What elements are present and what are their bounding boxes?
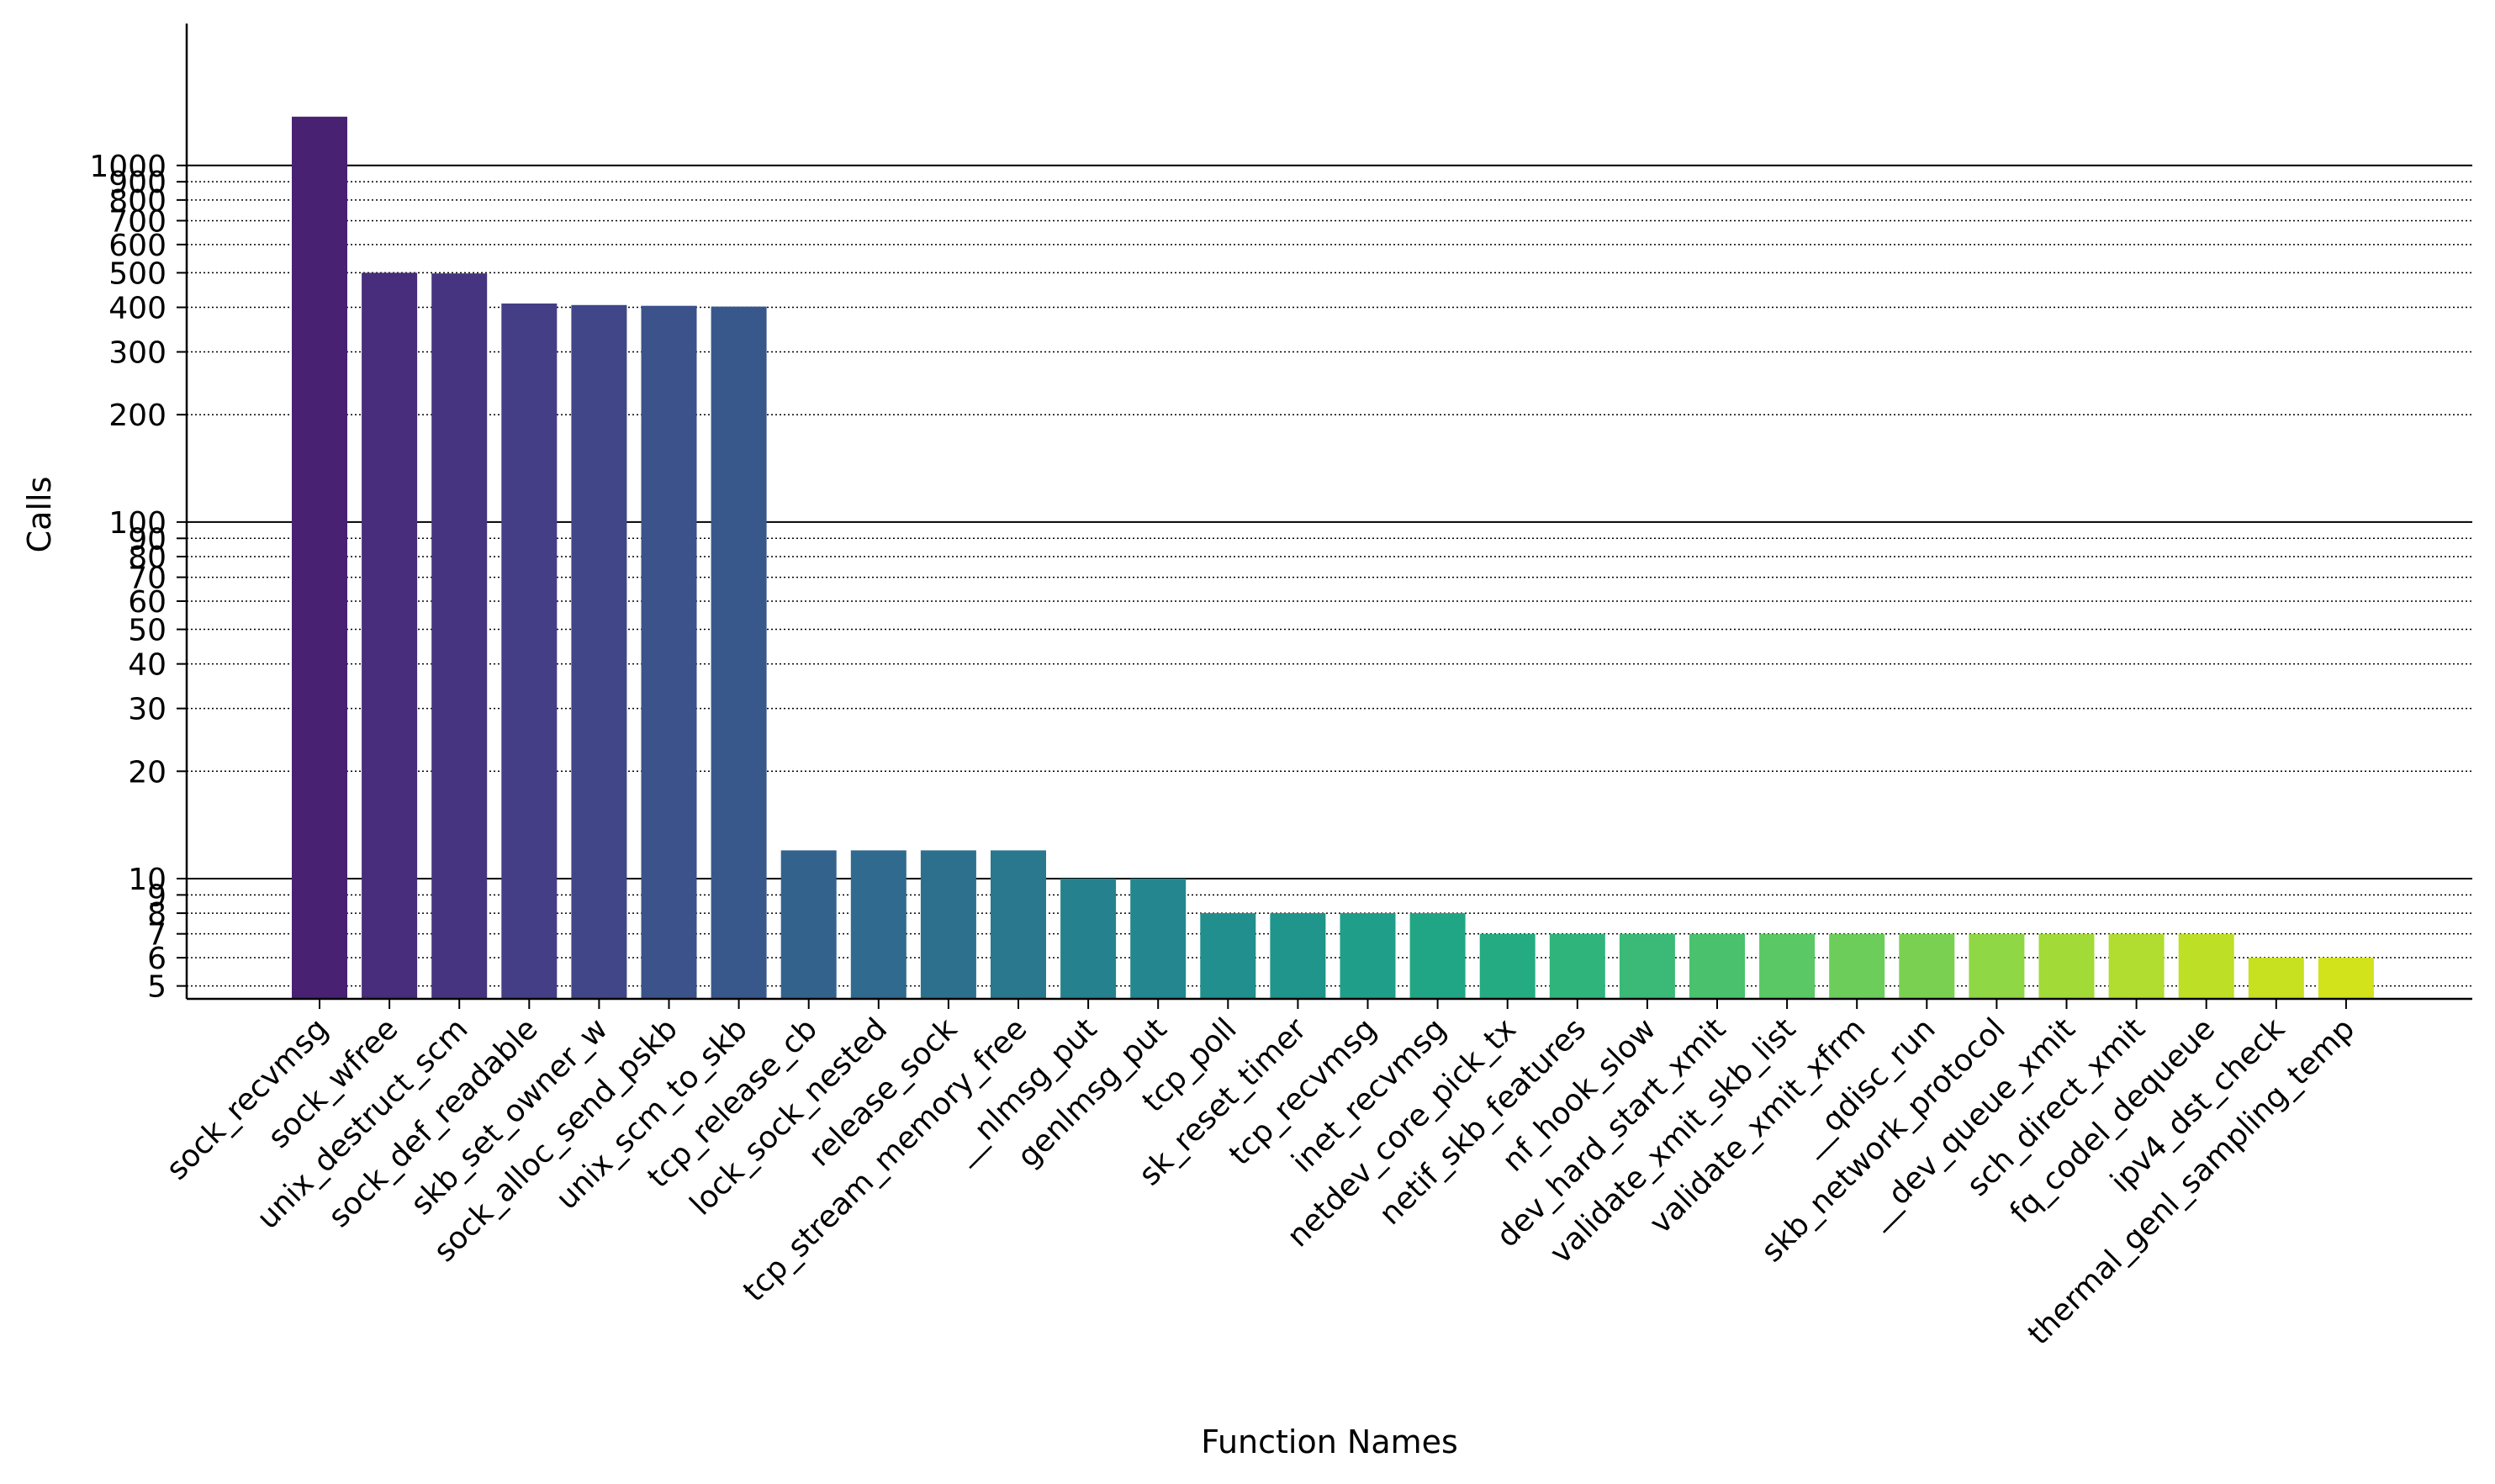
y-tick-label: 80 bbox=[128, 541, 167, 575]
bar bbox=[2248, 958, 2304, 999]
y-tick-label: 90 bbox=[128, 522, 167, 557]
y-axis-label: Calls bbox=[21, 477, 58, 553]
x-ticks: sock_recvmsgsock_wfreeunix_destruct_scms… bbox=[160, 999, 2361, 1352]
bar bbox=[571, 304, 627, 1000]
bar bbox=[641, 305, 697, 999]
y-tick-label: 10 bbox=[128, 863, 167, 897]
bar bbox=[780, 850, 837, 999]
y-tick-label: 70 bbox=[128, 562, 167, 596]
bar bbox=[1130, 878, 1187, 999]
bar bbox=[1409, 913, 1466, 999]
y-tick-label: 20 bbox=[128, 755, 167, 790]
bar bbox=[920, 850, 976, 999]
y-tick-label: 8 bbox=[147, 897, 167, 932]
bar bbox=[1899, 933, 1955, 999]
bar bbox=[362, 272, 418, 999]
bar bbox=[1689, 933, 1745, 999]
bar bbox=[850, 850, 907, 999]
bar bbox=[711, 306, 767, 999]
y-tick-label: 600 bbox=[108, 229, 167, 263]
grid-lines bbox=[187, 164, 2472, 987]
y-tick-label: 200 bbox=[108, 399, 167, 433]
bar bbox=[1479, 933, 1536, 999]
bar bbox=[1340, 913, 1396, 999]
bar bbox=[1270, 913, 1326, 999]
y-tick-label: 1000 bbox=[89, 150, 167, 184]
bar bbox=[1829, 933, 1885, 999]
y-tick-label: 900 bbox=[108, 166, 167, 200]
y-tick-label: 300 bbox=[108, 336, 167, 371]
bar bbox=[1060, 878, 1117, 999]
y-tick-label: 700 bbox=[108, 204, 167, 239]
y-tick-label: 6 bbox=[147, 942, 167, 976]
bar bbox=[2178, 933, 2234, 999]
y-tick-label: 40 bbox=[128, 648, 167, 683]
y-tick-label: 60 bbox=[128, 585, 167, 620]
bar bbox=[292, 116, 347, 999]
y-tick-label: 500 bbox=[108, 256, 167, 291]
bar bbox=[1549, 933, 1605, 999]
bar bbox=[1200, 913, 1256, 999]
y-tick-label: 7 bbox=[147, 918, 167, 953]
x-axis-label: Function Names bbox=[1201, 1423, 1458, 1460]
bar bbox=[501, 303, 558, 999]
y-tick-label: 100 bbox=[108, 506, 167, 541]
y-tick-label: 9 bbox=[147, 879, 167, 913]
bar bbox=[2318, 958, 2374, 999]
bar bbox=[1969, 933, 2025, 999]
bar bbox=[431, 273, 488, 999]
bar bbox=[1759, 933, 1816, 999]
y-tick-label: 50 bbox=[128, 614, 167, 648]
bar bbox=[2108, 933, 2165, 999]
bar bbox=[1619, 933, 1675, 999]
y-tick-label: 5 bbox=[147, 970, 167, 1005]
y-tick-label: 800 bbox=[108, 184, 167, 219]
bars bbox=[292, 116, 2374, 1000]
bar bbox=[2038, 933, 2095, 999]
axes bbox=[185, 24, 2472, 1001]
bar bbox=[991, 850, 1046, 999]
y-tick-label: 30 bbox=[128, 693, 167, 727]
y-tick-label: 400 bbox=[108, 292, 167, 326]
